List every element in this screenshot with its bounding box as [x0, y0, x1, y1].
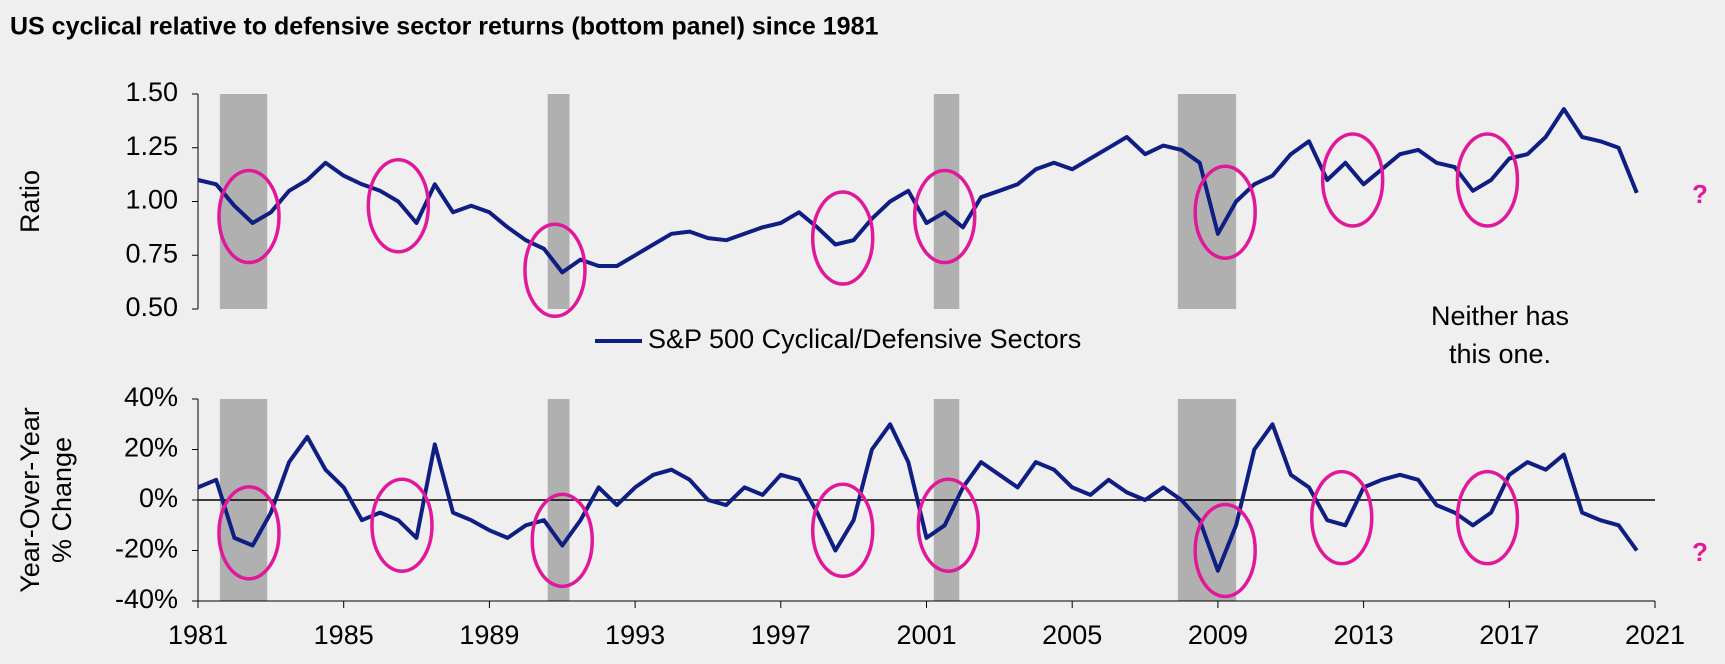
- series-line: [197, 107, 1639, 275]
- x-tick-label: 2017: [1479, 620, 1539, 650]
- x-tick-label: 2005: [1042, 620, 1102, 650]
- highlight-circle: [523, 222, 587, 319]
- annotation: Neither has: [1431, 301, 1569, 331]
- y-axis-label: % Change: [47, 437, 77, 563]
- highlight-circle: [1320, 132, 1385, 228]
- highlight-circle: [912, 168, 977, 265]
- highlight-circle: [530, 492, 594, 589]
- x-tick-label: 2001: [896, 620, 956, 650]
- y-tick-label: 40%: [124, 382, 178, 412]
- x-tick-label: 1985: [314, 620, 374, 650]
- highlight-circle: [1193, 502, 1257, 599]
- highlight-circle: [1455, 469, 1520, 566]
- x-tick-label: 1981: [168, 620, 228, 650]
- chart-title: US cyclical relative to defensive sector…: [10, 13, 878, 41]
- highlight-circle: [370, 477, 434, 573]
- y-tick-label: 0%: [139, 483, 178, 513]
- highlight-circle: [1309, 469, 1374, 566]
- x-tick-label: 2009: [1188, 620, 1248, 650]
- y-tick-label: 20%: [124, 433, 178, 463]
- y-tick-label: 0.50: [125, 292, 178, 322]
- y-axis-label: Ratio: [15, 170, 45, 233]
- x-tick-label: 2013: [1334, 620, 1394, 650]
- y-tick-label: 1.25: [125, 131, 178, 161]
- question-mark: ?: [1692, 179, 1708, 209]
- y-tick-label: 0.75: [125, 238, 178, 268]
- recession-band: [1177, 94, 1237, 309]
- highlight-circle: [366, 158, 431, 254]
- highlight-circle: [810, 482, 875, 579]
- highlight-circle: [1193, 164, 1257, 260]
- y-tick-label: -40%: [115, 584, 178, 614]
- x-tick-label: 1989: [459, 620, 519, 650]
- highlight-circle: [217, 485, 281, 581]
- y-tick-label: -20%: [115, 534, 178, 564]
- highlight-circle: [217, 168, 281, 265]
- x-tick-label: 1993: [605, 620, 665, 650]
- highlight-circle: [810, 190, 875, 286]
- annotation: this one.: [1449, 339, 1551, 369]
- series-line: [197, 422, 1639, 573]
- highlight-circle: [1455, 132, 1520, 228]
- recession-band: [547, 94, 570, 309]
- y-tick-label: 1.00: [125, 185, 178, 215]
- x-tick-label: 2021: [1625, 620, 1685, 650]
- x-tick-label: 1997: [751, 620, 811, 650]
- legend-label: S&P 500 Cyclical/Defensive Sectors: [648, 324, 1081, 354]
- question-mark: ?: [1692, 537, 1708, 567]
- recession-band: [933, 94, 960, 309]
- y-tick-label: 1.50: [125, 77, 178, 107]
- y-axis-label: Year-Over-Year: [15, 407, 45, 593]
- highlight-circle: [916, 477, 981, 573]
- recession-band: [219, 94, 268, 309]
